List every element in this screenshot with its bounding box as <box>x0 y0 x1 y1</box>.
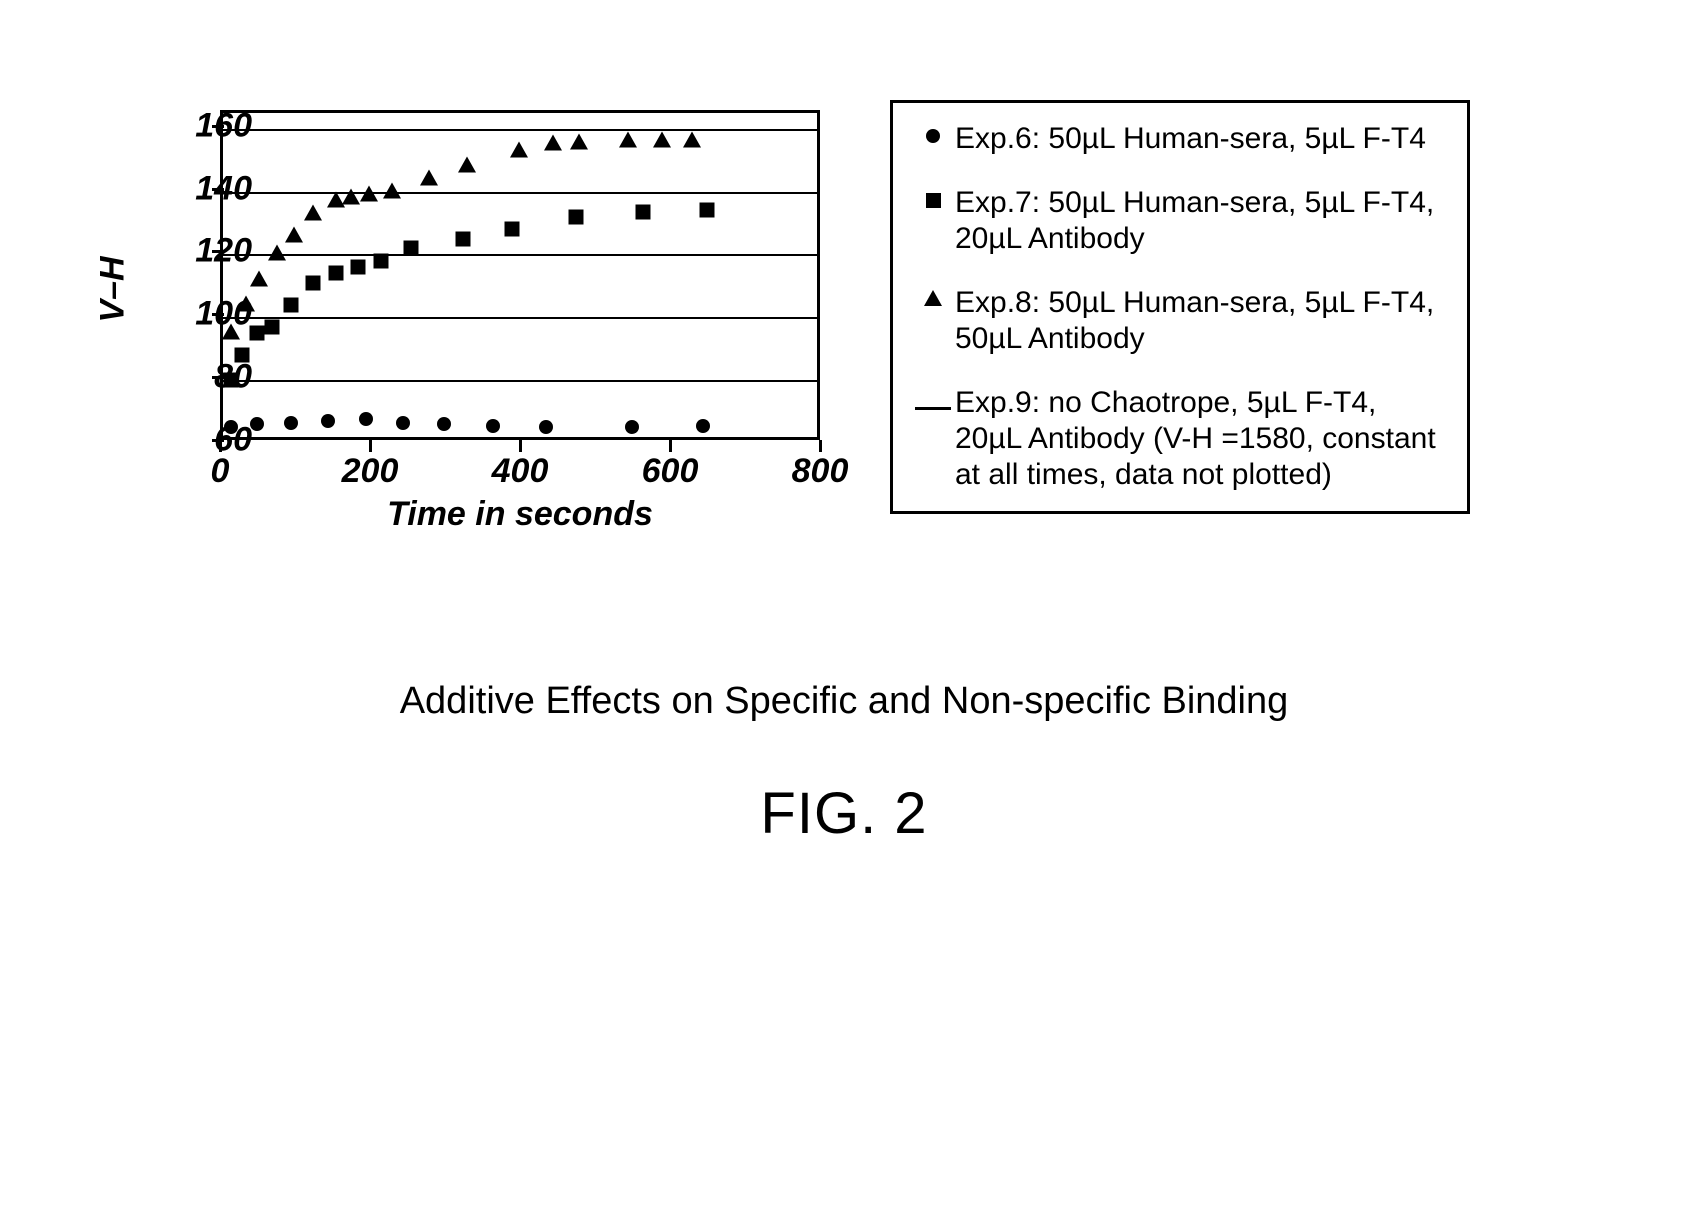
y-tick-label: 160 <box>142 106 252 145</box>
data-point-exp8 <box>544 138 562 151</box>
data-point-exp8 <box>285 229 303 242</box>
x-tick-mark <box>669 440 672 452</box>
y-tick-label: 140 <box>142 169 252 208</box>
y-tick-label: 120 <box>142 232 252 271</box>
marker-icon <box>911 285 955 306</box>
legend-text: Exp.8: 50µL Human-sera, 5µL F-T4, 50µL A… <box>955 285 1449 357</box>
legend-text: Exp.9: no Chaotrope, 5µL F-T4, 20µL Anti… <box>955 385 1449 493</box>
data-point-exp6 <box>396 416 410 430</box>
data-point-exp7 <box>328 266 343 281</box>
legend-item-exp7: Exp.7: 50µL Human-sera, 5µL F-T4, 20µL A… <box>911 185 1449 257</box>
legend-text: Exp.7: 50µL Human-sera, 5µL F-T4, 20µL A… <box>955 185 1449 257</box>
data-point-exp7 <box>403 241 418 256</box>
figure-container: V–H Time in seconds 60801001201401600200… <box>90 100 1600 530</box>
data-point-exp8 <box>619 135 637 148</box>
data-point-exp8 <box>683 135 701 148</box>
legend-text: Exp.6: 50µL Human-sera, 5µL F-T4 <box>955 121 1449 157</box>
data-point-exp6 <box>284 416 298 430</box>
data-point-exp6 <box>359 412 373 426</box>
x-tick-label: 600 <box>642 452 699 491</box>
marker-icon <box>911 185 955 208</box>
data-point-exp8 <box>304 207 322 220</box>
data-point-exp6 <box>486 419 500 433</box>
gridline <box>223 129 817 131</box>
data-point-exp8 <box>250 273 268 286</box>
legend-item-exp8: Exp.8: 50µL Human-sera, 5µL F-T4, 50µL A… <box>911 285 1449 357</box>
gridline <box>223 317 817 319</box>
scatter-chart: V–H Time in seconds 60801001201401600200… <box>90 100 860 530</box>
data-point-exp6 <box>321 414 335 428</box>
legend-item-exp6: Exp.6: 50µL Human-sera, 5µL F-T4 <box>911 121 1449 157</box>
gridline <box>223 192 817 194</box>
plot-area <box>220 110 820 440</box>
data-point-exp8 <box>510 144 528 157</box>
chart-and-legend-row: V–H Time in seconds 60801001201401600200… <box>90 100 1600 530</box>
y-axis-title: V–H <box>94 256 133 322</box>
data-point-exp6 <box>539 420 553 434</box>
data-point-exp7 <box>636 205 651 220</box>
figure-label: FIG. 2 <box>0 780 1688 847</box>
x-tick-label: 200 <box>342 452 399 491</box>
data-point-exp7 <box>373 253 388 268</box>
data-point-exp6 <box>625 420 639 434</box>
y-tick-label: 80 <box>142 358 252 397</box>
x-tick-mark <box>819 440 822 452</box>
data-point-exp8 <box>420 173 438 186</box>
data-point-exp6 <box>437 417 451 431</box>
data-point-exp8 <box>570 136 588 149</box>
y-tick-label: 60 <box>142 421 252 460</box>
x-tick-label: 0 <box>211 452 230 491</box>
x-tick-label: 800 <box>792 452 849 491</box>
data-point-exp8 <box>342 191 360 204</box>
data-point-exp8 <box>268 248 286 261</box>
data-point-exp7 <box>264 319 279 334</box>
x-tick-mark <box>219 440 222 452</box>
y-tick-label: 100 <box>142 295 252 334</box>
x-tick-mark <box>369 440 372 452</box>
legend-item-exp9: Exp.9: no Chaotrope, 5µL F-T4, 20µL Anti… <box>911 385 1449 493</box>
data-point-exp8 <box>383 185 401 198</box>
gridline <box>223 380 817 382</box>
data-point-exp7 <box>283 297 298 312</box>
x-tick-label: 400 <box>492 452 549 491</box>
data-point-exp8 <box>360 188 378 201</box>
data-point-exp7 <box>351 260 366 275</box>
data-point-exp7 <box>504 222 519 237</box>
data-point-exp7 <box>699 203 714 218</box>
x-tick-mark <box>519 440 522 452</box>
data-point-exp6 <box>696 419 710 433</box>
data-point-exp7 <box>456 231 471 246</box>
data-point-exp8 <box>653 135 671 148</box>
gridline <box>223 254 817 256</box>
line-icon <box>911 385 955 410</box>
x-axis-title: Time in seconds <box>220 495 820 534</box>
figure-caption: Additive Effects on Specific and Non-spe… <box>0 680 1688 723</box>
data-point-exp7 <box>306 275 321 290</box>
marker-icon <box>911 121 955 143</box>
data-point-exp7 <box>568 209 583 224</box>
legend: Exp.6: 50µL Human-sera, 5µL F-T4 Exp.7: 5… <box>890 100 1470 514</box>
data-point-exp8 <box>458 160 476 173</box>
